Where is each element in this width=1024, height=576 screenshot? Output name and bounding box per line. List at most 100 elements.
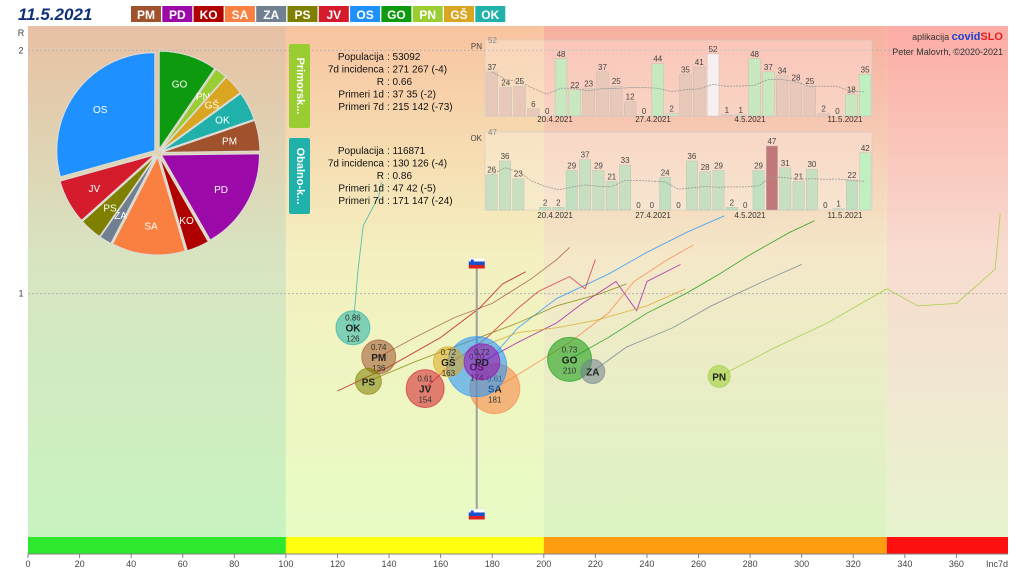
region-bubble[interactable]: PM0.74 136 [361, 339, 397, 375]
region-button[interactable]: ZA [256, 6, 287, 22]
pie-slice-label: PD [214, 185, 228, 196]
bubble-code-label: GŠ [441, 356, 456, 369]
pie-slice-label: GO [172, 80, 188, 91]
bubble-code-label: JV [419, 385, 432, 396]
mini-bar-label: 37 [598, 63, 607, 72]
flag-stripe [468, 516, 485, 520]
mini-bar-label: 35 [681, 65, 690, 74]
bubble-r-label: 0.74 [371, 343, 387, 352]
pie-slice[interactable] [158, 50, 216, 151]
zone-strip [285, 537, 544, 554]
pie-slice[interactable] [56, 52, 156, 178]
mini-bar-label: 26 [487, 166, 496, 175]
pie-slice[interactable] [160, 76, 241, 151]
stat-label: Primeri 1d [338, 184, 384, 195]
history-trail [494, 244, 694, 389]
bubble-inc-label: 210 [563, 366, 577, 375]
mini-bar [665, 113, 678, 117]
pie-slice-label: PS [103, 203, 117, 214]
x-tick-label: 280 [743, 559, 758, 569]
mini-bar [485, 174, 498, 211]
region-button[interactable]: PN [412, 6, 443, 22]
region-button[interactable]: OS [350, 6, 381, 22]
region-button[interactable]: GO [381, 6, 412, 22]
mini-bar [605, 181, 618, 211]
bubble-circle [335, 310, 371, 346]
region-button[interactable]: GŠ [444, 6, 474, 22]
x-tick-label: 0 [25, 559, 30, 569]
region-bubble[interactable]: PD0.72 [463, 343, 501, 381]
bubble-code-label: PD [475, 358, 489, 369]
zone-background [886, 26, 1008, 537]
bubble-circle [707, 364, 731, 388]
bubble-r-label: 0.61 [417, 375, 433, 384]
mini-bar [512, 178, 525, 211]
panel-name-label: Primorsk... [294, 58, 306, 115]
mini-bar-label: 52 [709, 45, 718, 54]
region-button[interactable]: PM [131, 6, 161, 22]
pie-slice[interactable] [111, 155, 186, 256]
bubble-circle [463, 343, 501, 381]
bubble-circle [432, 346, 464, 378]
stat-value: : 171 147 (-24) [387, 196, 453, 207]
region-bubble[interactable]: PN [707, 364, 731, 388]
region-bubble[interactable]: ZA [580, 359, 606, 385]
bubble-inc-label: 136 [372, 364, 386, 373]
mini-bar [845, 94, 858, 117]
mini-bar [651, 63, 664, 117]
mini-bar-label: 48 [750, 50, 759, 59]
mini-chart-date: 27.4.2021 [635, 211, 671, 220]
mini-bar-label: 18 [847, 86, 856, 95]
pie-slice-label: JV [88, 184, 100, 195]
mini-bar-label: 47 [767, 137, 776, 146]
mini-bar-label: 37 [581, 151, 590, 160]
region-button[interactable]: PS [287, 6, 318, 22]
pie-slice[interactable] [159, 156, 210, 252]
region-button[interactable]: OK [475, 6, 506, 22]
mini-bar-label: 24 [661, 168, 670, 177]
region-bubble[interactable]: PS [354, 367, 382, 395]
mini-bar [706, 53, 720, 117]
mini-bar-label: 29 [714, 162, 723, 171]
pie-slice[interactable] [161, 119, 261, 153]
pie-slice[interactable] [59, 154, 155, 222]
pie-slice-label: GŠ [205, 98, 220, 111]
region-button[interactable]: JV [318, 6, 349, 22]
mini-chart-date: 11.5.2021 [828, 211, 864, 220]
stat-value: : 215 142 (-73) [387, 102, 453, 113]
region-button[interactable]: KO [193, 6, 224, 22]
region-button[interactable]: PD [162, 6, 193, 22]
x-tick-label: 80 [229, 559, 239, 569]
region-button-bg [444, 6, 474, 22]
bubble-r-label: 0.86 [345, 314, 361, 323]
mini-bar [485, 71, 499, 117]
pie-slice[interactable] [81, 155, 156, 238]
mini-bar-label: 0 [636, 201, 641, 210]
stat-label: R [377, 171, 384, 182]
x-tick-label: 360 [949, 559, 964, 569]
author-credit: Peter Malovrh, ©2020-2021 [892, 47, 1003, 57]
pie-slice[interactable] [99, 156, 157, 245]
pie-slice[interactable] [160, 153, 260, 241]
mini-bar [720, 114, 733, 117]
stat-label: R [377, 77, 384, 88]
region-bubble[interactable]: OK0.86 126 [335, 310, 371, 346]
region-button-label: OK [481, 8, 499, 22]
stat-label: Primeri 7d [338, 102, 384, 113]
x-axis-title: Inc7d [986, 559, 1008, 569]
region-button-bg [256, 6, 287, 22]
region-button-bg [287, 6, 318, 22]
pie-slice[interactable] [160, 68, 227, 151]
mini-bar [539, 207, 551, 211]
mini-bar [568, 89, 581, 117]
mini-bar [792, 181, 805, 211]
pie-slice[interactable] [161, 92, 255, 152]
mini-bar [624, 101, 637, 117]
region-bubble[interactable]: JV0.61 154 [405, 369, 445, 409]
region-button[interactable]: SA [224, 6, 255, 22]
mini-bar [734, 114, 747, 117]
region-bubble[interactable]: GŠ0.72 163 [432, 346, 464, 378]
region-button-bg [224, 6, 255, 22]
mini-chart-average [491, 71, 866, 95]
mini-bar-label: 0 [823, 201, 828, 210]
